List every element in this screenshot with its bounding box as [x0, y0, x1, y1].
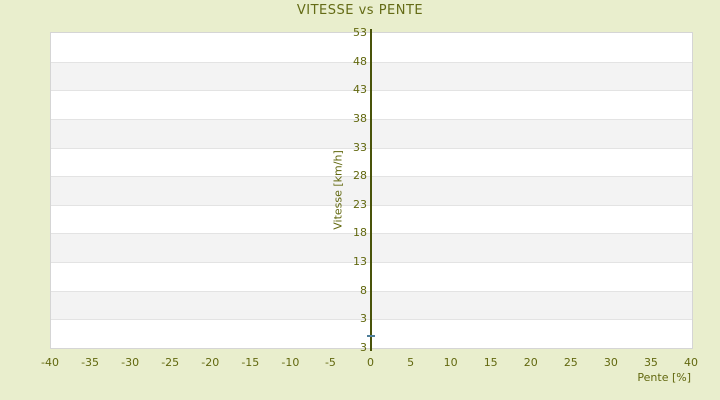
data-point-marker [366, 334, 375, 337]
x-tick-label: 0 [367, 356, 374, 369]
x-tick-label: 30 [603, 356, 618, 369]
y-tick-label: 38 [353, 111, 367, 125]
grid-band [51, 290, 692, 320]
grid-band [51, 147, 692, 177]
plot-area [50, 32, 693, 349]
x-tick-label: 40 [684, 356, 698, 369]
chart-title: VITESSE vs PENTE [296, 3, 424, 18]
grid-line [51, 290, 692, 292]
grid-line [51, 233, 692, 235]
grid-line [51, 319, 692, 321]
y-tick-label: 13 [353, 255, 367, 269]
x-tick-label: -5 [324, 356, 336, 369]
y-tick-label: 53 [353, 26, 367, 39]
grid-line [51, 204, 692, 206]
x-tick-label: -40 [41, 356, 59, 369]
grid-band [51, 33, 692, 62]
y-axis-bottom-edge-label: 3 [360, 341, 367, 354]
x-tick-label: 15 [483, 356, 498, 369]
x-tick-label: -35 [81, 356, 100, 369]
y-tick-label: 48 [353, 54, 367, 68]
grid-band [51, 118, 692, 148]
y-tick-label: 18 [353, 226, 367, 240]
grid-band [51, 176, 692, 205]
grid-line [51, 61, 692, 63]
grid-line [51, 262, 692, 264]
y-tick-label: 23 [353, 197, 367, 211]
x-axis-title: Pente [%] [637, 371, 691, 384]
grid-line [51, 176, 692, 178]
x-tick-label: 25 [563, 356, 578, 369]
y-tick-label: 43 [353, 83, 367, 97]
grid-band [51, 233, 692, 263]
x-tick-label: -15 [241, 356, 260, 369]
y-axis-line [369, 29, 372, 351]
y-tick-label: 8 [360, 283, 367, 297]
y-axis-title: Vitesse [km/h] [331, 150, 345, 230]
grid-line [51, 118, 692, 120]
grid-band [51, 61, 692, 91]
grid-line [51, 147, 692, 149]
grid-band [51, 262, 692, 291]
x-tick-label: 20 [523, 356, 538, 369]
y-tick-label: 28 [353, 169, 367, 183]
grid-line [51, 90, 692, 92]
grid-band [51, 90, 692, 119]
x-tick-label: 5 [407, 356, 415, 369]
x-tick-label: -25 [161, 356, 180, 369]
y-tick-label: 33 [353, 140, 367, 154]
x-tick-label: -30 [121, 356, 140, 369]
grid-band [51, 319, 692, 348]
x-tick-label: 10 [443, 356, 458, 369]
x-tick-label: 35 [643, 356, 658, 369]
y-tick-label: 3 [360, 312, 367, 326]
x-tick-label: -20 [201, 356, 220, 369]
x-tick-label: -10 [281, 356, 300, 369]
grid-band [51, 204, 692, 234]
